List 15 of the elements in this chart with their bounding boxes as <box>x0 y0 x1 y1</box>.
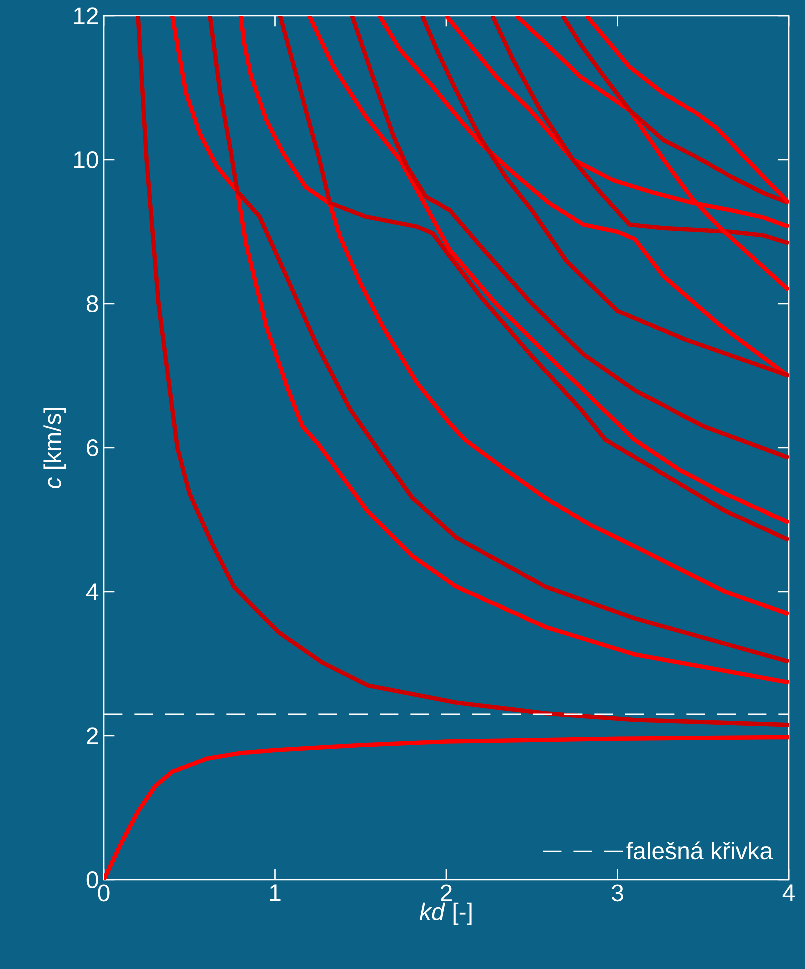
y-axis-title: c [km/s] <box>44 408 66 489</box>
x-tick-label: 2 <box>441 884 452 902</box>
legend-label: falešná křivka <box>626 842 774 860</box>
x-axis-title: kd [-] <box>420 902 472 926</box>
y-tick-label: 8 <box>86 295 98 312</box>
y-tick-label: 0 <box>86 871 98 888</box>
y-tick-label: 4 <box>86 584 99 600</box>
x-tick-label: 1 <box>270 884 281 902</box>
x-tick-label: 3 <box>612 884 624 902</box>
y-tick-label: 10 <box>74 151 98 168</box>
y-tick-label: 2 <box>87 728 98 744</box>
x-tick-label: 0 <box>98 884 110 902</box>
x-tick-label: 4 <box>782 884 795 902</box>
y-tick-label: 12 <box>74 8 98 24</box>
y-tick-label: 6 <box>87 439 98 456</box>
